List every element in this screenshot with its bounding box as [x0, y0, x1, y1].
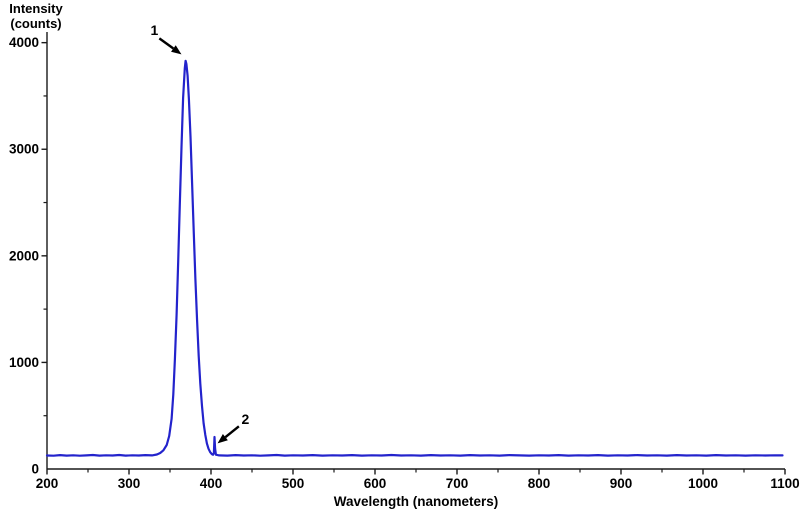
y-tick-label: 0 — [31, 462, 39, 477]
x-tick-label: 200 — [36, 476, 59, 491]
annotation-arrowhead-2 — [217, 434, 228, 444]
annotation-label-2: 2 — [242, 411, 250, 427]
x-tick-label: 400 — [200, 476, 223, 491]
y-tick-label: 4000 — [9, 35, 39, 50]
x-tick-label: 800 — [528, 476, 551, 491]
x-tick-label: 300 — [118, 476, 141, 491]
spectrum-line — [45, 59, 784, 457]
y-tick-label: 3000 — [9, 142, 39, 157]
x-tick-label: 600 — [364, 476, 387, 491]
annotation-arrow-1 — [158, 37, 175, 50]
y-axis-title: Intensity (counts) — [2, 1, 70, 31]
x-axis-title: Wavelength (nanometers) — [333, 494, 499, 509]
x-tick-label: 1100 — [770, 476, 799, 491]
y-axis-title-line1: Intensity — [9, 1, 63, 16]
x-tick-label: 900 — [610, 476, 633, 491]
y-tick-label: 2000 — [9, 248, 39, 263]
y-tick-label: 1000 — [9, 355, 39, 370]
y-axis-title-line2: (counts) — [10, 16, 62, 31]
x-tick-label: 500 — [282, 476, 305, 491]
annotation-arrowhead-1 — [171, 45, 182, 55]
x-tick-label: 700 — [446, 476, 469, 491]
annotation-arrow-2 — [224, 425, 240, 439]
x-tick-label: 1000 — [688, 476, 718, 491]
annotation-label-1: 1 — [151, 22, 159, 38]
